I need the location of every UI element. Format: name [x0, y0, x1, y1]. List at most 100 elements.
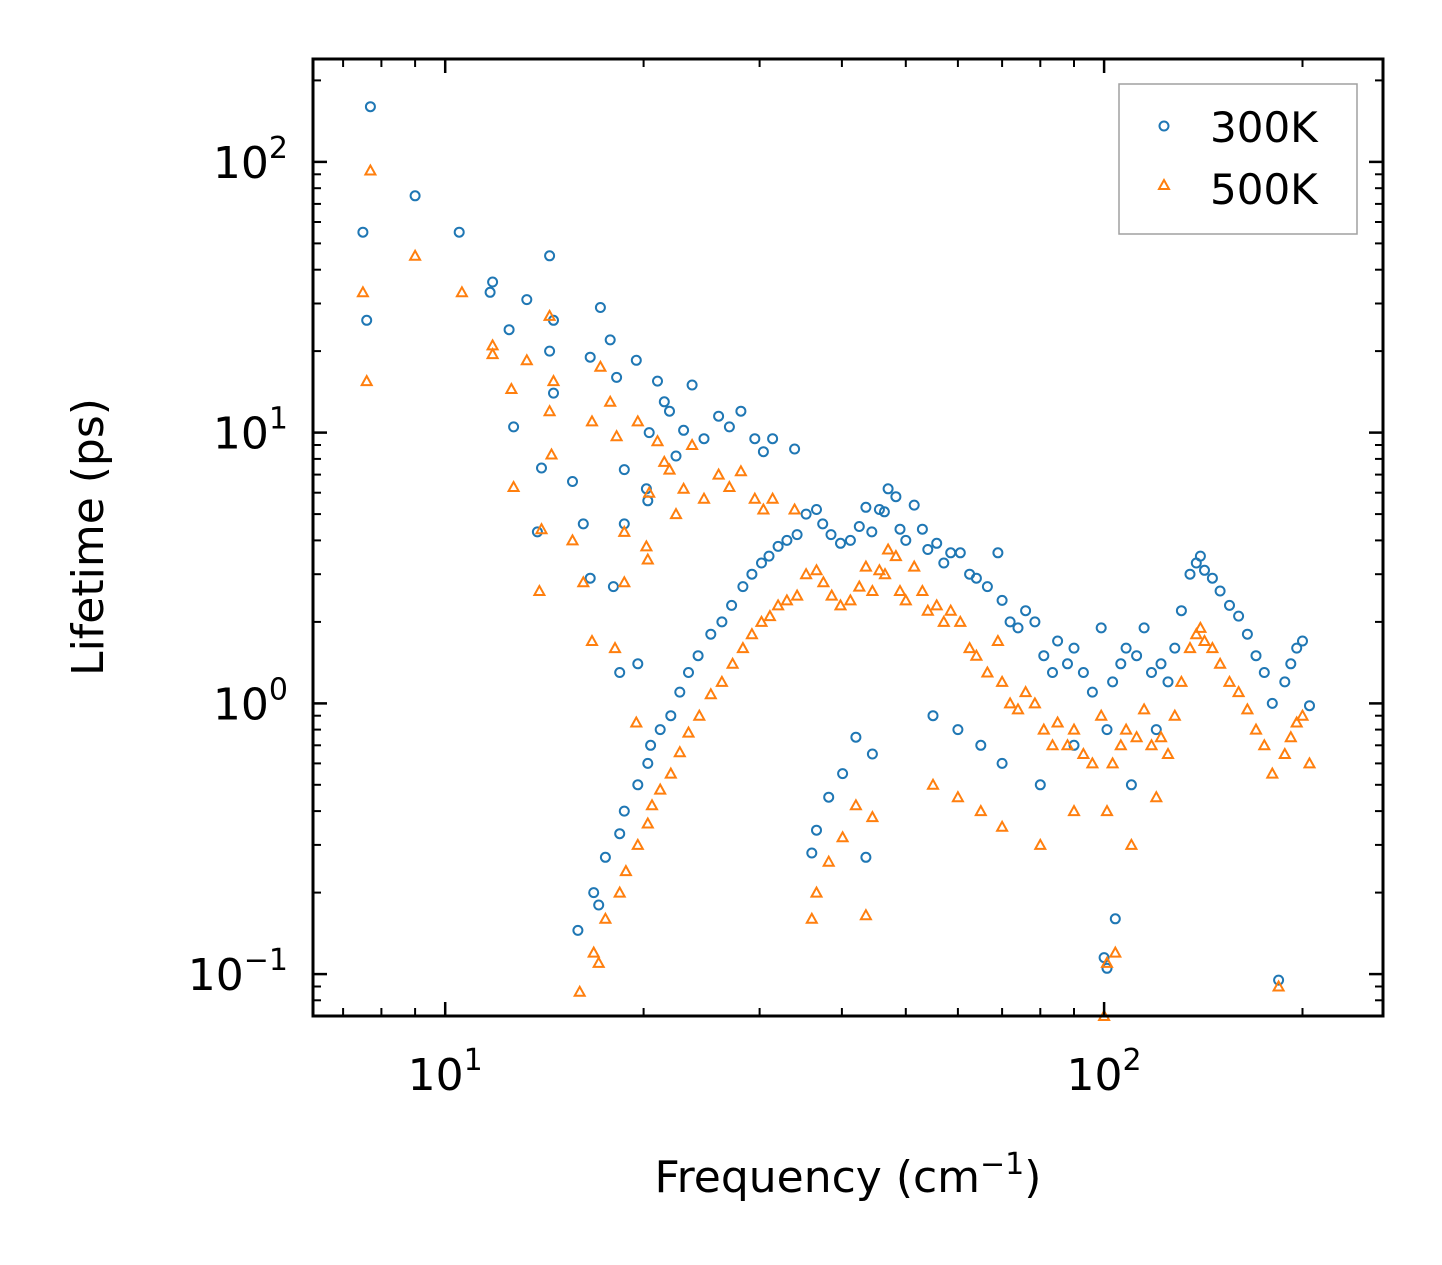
data-point-300k [1095, 622, 1107, 634]
data-point-300k [1162, 676, 1174, 688]
data-point-500k [613, 885, 627, 898]
data-point-300k [894, 523, 906, 535]
legend-label-500k: 500K [1210, 165, 1319, 214]
legend-frame [1118, 83, 1358, 235]
data-point-300k [670, 450, 682, 462]
x-tick-label: 102 [1067, 1043, 1142, 1101]
data-point-500k [642, 485, 656, 498]
data-point-300k [1304, 700, 1315, 712]
data-point-300k [756, 557, 767, 569]
data-point-300k [850, 731, 862, 743]
data-point-300k [853, 521, 865, 532]
data-point-500k [780, 593, 794, 606]
data-point-500k [878, 567, 892, 580]
data-point-300k [604, 334, 616, 346]
x-tick-label: 101 [408, 1043, 483, 1101]
data-point-300k [572, 924, 584, 936]
data-point-300k [938, 557, 950, 569]
data-point-500k [899, 593, 913, 606]
data-point-300k [866, 526, 878, 538]
data-point-300k [1047, 667, 1058, 678]
data-point-300k [900, 534, 912, 546]
data-point-300k [692, 650, 704, 662]
data-point-300k [1120, 642, 1132, 654]
data-point-500k [1018, 685, 1033, 698]
data-point-300k [789, 443, 801, 455]
data-point-500k [1037, 722, 1051, 735]
data-point-500k [969, 648, 984, 661]
data-point-500k [485, 347, 500, 360]
data-point-500k [363, 163, 378, 176]
data-point-300k [1125, 779, 1137, 791]
data-point-300k [548, 387, 559, 399]
data-point-300k [503, 324, 515, 336]
data-point-500k [1295, 708, 1310, 721]
data-point-500k [1060, 738, 1075, 751]
data-point-500k [631, 837, 645, 850]
data-point-500k [907, 559, 921, 572]
data-point-300k [1115, 658, 1127, 670]
data-point-300k [1285, 658, 1297, 670]
data-point-500k [756, 502, 771, 515]
data-point-500k [787, 502, 802, 515]
data-point-500k [937, 614, 951, 627]
data-point-500k [849, 798, 863, 811]
data-point-300k [970, 572, 982, 584]
data-point-500k [1284, 730, 1298, 743]
data-point-300k [996, 757, 1008, 769]
data-point-300k [726, 599, 738, 611]
data-point-300k [1101, 724, 1113, 736]
data-point-300k [453, 226, 465, 238]
data-point-500k [944, 603, 958, 616]
data-point-300k [364, 101, 376, 113]
data-point-300k [1266, 697, 1278, 709]
data-point-500k [650, 434, 665, 447]
y-tick-label: 100 [213, 672, 288, 730]
data-point-500k [995, 819, 1009, 832]
data-point-500k [1222, 674, 1237, 687]
data-point-300k [835, 537, 846, 549]
data-point-300k [837, 768, 849, 780]
data-point-300k [1052, 635, 1064, 647]
data-point-500k [859, 559, 873, 572]
data-point-300k [618, 464, 630, 476]
data-point-300k [908, 499, 920, 511]
data-point-300k [536, 462, 547, 474]
data-point-300k [683, 667, 694, 678]
data-point-500k [835, 830, 850, 843]
data-point-500k [664, 766, 678, 779]
data-point-500k [995, 674, 1009, 687]
data-point-500k [1271, 979, 1286, 992]
data-point-500k [822, 854, 836, 867]
data-point-300k [992, 547, 1004, 559]
data-point-500k [1011, 702, 1025, 715]
data-point-300k [1214, 585, 1226, 597]
data-point-300k [508, 421, 520, 433]
data-point-500k [676, 481, 691, 494]
data-point-500k [825, 588, 839, 601]
data-point-300k [975, 739, 987, 751]
y-tick-label: 101 [213, 402, 288, 460]
x-tick-label-exponent: 2 [1123, 1043, 1142, 1078]
data-point-500k [532, 583, 547, 596]
data-point-500k [1108, 945, 1122, 958]
data-point-300k [705, 628, 717, 640]
data-point-500k [520, 353, 534, 366]
data-point-500k [608, 641, 622, 654]
data-point-300k [577, 518, 589, 530]
data-point-500k [617, 524, 631, 537]
data-point-300k [584, 351, 596, 363]
data-point-300k [1146, 667, 1157, 678]
data-point-500k [865, 810, 880, 823]
y-axis-label: Lifetime (ps) [63, 398, 114, 676]
data-point-500k [1067, 722, 1081, 735]
data-point-300k [1077, 667, 1089, 678]
data-point-500k [734, 464, 748, 477]
data-point-500k [534, 522, 549, 535]
data-point-500k [641, 552, 655, 565]
data-point-500k [593, 359, 608, 372]
data-point-300k [544, 345, 556, 357]
data-point-500k [1067, 804, 1081, 817]
data-point-500k [1205, 641, 1220, 654]
data-point-500k [1197, 633, 1212, 646]
